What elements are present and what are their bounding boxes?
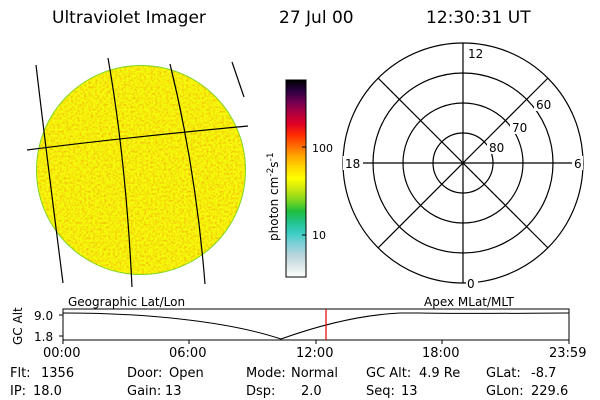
door-label: Door: — [127, 366, 163, 381]
meridian-line — [35, 64, 64, 284]
ip-label: IP: — [10, 384, 27, 399]
instrument-title: Ultraviolet Imager — [52, 8, 206, 28]
dsp-label: Dsp: — [246, 384, 276, 399]
glat-label: GLat: — [486, 366, 521, 381]
meridian-line — [169, 63, 206, 285]
y-tick-label-1: 1.8 — [34, 330, 54, 344]
altitude-timeline: GC Alt — [11, 307, 570, 345]
x-tick-label-2359: 23:59 — [549, 346, 587, 361]
time-label: 12:30:31 UT — [426, 8, 531, 28]
meridian-line — [107, 57, 133, 288]
door-value: Open — [169, 366, 204, 381]
dial-label-0: 0 — [467, 277, 475, 291]
x-tick-label-1800: 18:00 — [422, 346, 460, 361]
gain-label: Gain: — [127, 384, 162, 399]
dial-label-18: 18 — [345, 157, 360, 171]
geographic-grid — [26, 57, 249, 288]
colorbar-scale — [285, 79, 307, 278]
ip-value: 18.0 — [33, 384, 62, 399]
dial-label-80: 80 — [489, 141, 504, 155]
seq-label: Seq: — [366, 384, 395, 399]
flt-label: Flt: — [10, 366, 31, 381]
geographic-label: Geographic Lat/Lon — [68, 295, 186, 309]
glon-label: GLon: — [486, 384, 524, 399]
parallel-line — [26, 125, 249, 151]
y-tick-label-9: 9.0 — [34, 309, 54, 323]
uv-image-disk — [36, 65, 246, 275]
colorbar-units-label: photon cm-2s-1 — [266, 152, 281, 241]
glat-value: -8.7 — [531, 366, 557, 381]
colorbar: 100 10 photon cm-2s-1 — [266, 79, 333, 278]
meridian-line — [231, 61, 245, 98]
dial-label-6: 6 — [574, 157, 582, 171]
apex-label: Apex MLat/MLT — [424, 295, 514, 309]
gain-value: 13 — [165, 384, 182, 399]
seq-value: 13 — [401, 384, 418, 399]
altitude-curve — [62, 312, 570, 340]
date-label: 27 Jul 00 — [279, 8, 354, 28]
mlat-mlt-dial — [342, 42, 584, 284]
glon-value: 229.6 — [531, 384, 569, 399]
dial-diagonal — [377, 77, 549, 249]
flt-value: 1356 — [41, 366, 75, 381]
colorbar-tick-label-100: 100 — [312, 142, 333, 155]
x-tick-label-0600: 06:00 — [169, 346, 207, 361]
x-tick-label-0000: 00:00 — [43, 346, 81, 361]
y-axis-label: GC Alt — [11, 307, 25, 345]
dial-label-60: 60 — [536, 98, 551, 112]
x-tick-label-1200: 12:00 — [296, 346, 334, 361]
colorbar-tick-label-10: 10 — [312, 229, 326, 242]
dial-label-70: 70 — [512, 121, 527, 135]
gc-alt-value: 4.9 Re — [419, 366, 461, 381]
dsp-value: 2.0 — [301, 384, 322, 399]
mode-label: Mode: — [246, 366, 286, 381]
mode-value: Normal — [291, 366, 339, 381]
gc-alt-label: GC Alt: — [366, 366, 412, 381]
dial-labels: 12 18 6 0 60 70 80 — [343, 46, 583, 291]
dial-label-12: 12 — [468, 47, 483, 61]
